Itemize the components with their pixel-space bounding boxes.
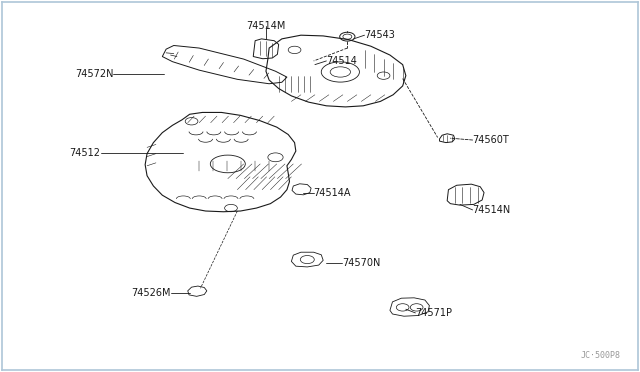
Text: 74526M: 74526M bbox=[131, 288, 171, 298]
Text: 74514A: 74514A bbox=[314, 188, 351, 198]
Text: 74570N: 74570N bbox=[342, 258, 381, 268]
Text: 74514N: 74514N bbox=[472, 205, 511, 215]
Text: 74572N: 74572N bbox=[75, 69, 113, 79]
Text: JC·500P8: JC·500P8 bbox=[580, 351, 620, 360]
Text: 74543: 74543 bbox=[365, 30, 396, 40]
Text: 74571P: 74571P bbox=[415, 308, 452, 318]
Text: 74560T: 74560T bbox=[472, 135, 509, 145]
Text: 74514: 74514 bbox=[326, 56, 357, 66]
Text: 74512: 74512 bbox=[70, 148, 100, 158]
Text: 74514M: 74514M bbox=[246, 21, 285, 31]
